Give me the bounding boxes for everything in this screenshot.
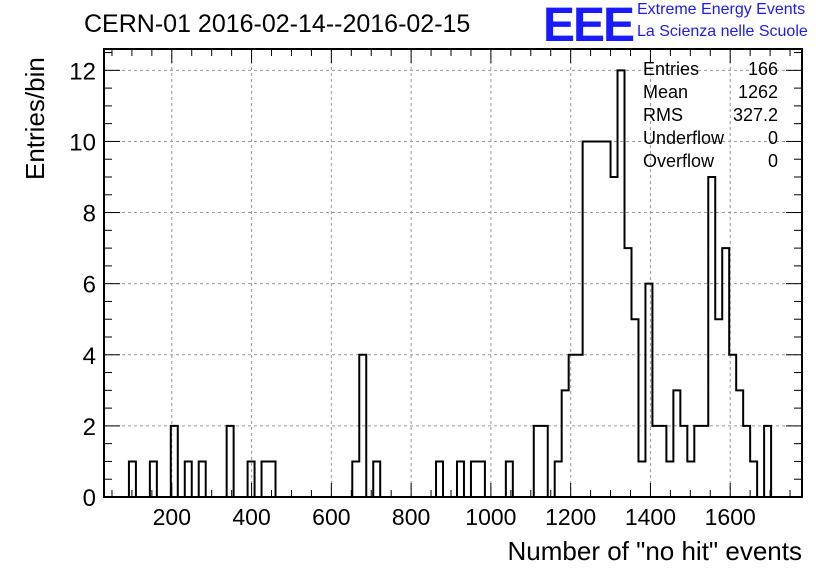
histogram-bin xyxy=(722,248,729,497)
stat-value-entries: 166 xyxy=(747,59,778,79)
stat-label-underflow: Underflow xyxy=(643,128,725,148)
histogram-bin xyxy=(611,177,618,497)
x-tick-label: 1400 xyxy=(625,504,676,530)
histogram-bin xyxy=(562,390,569,497)
y-axis-label: Entries/bin xyxy=(20,57,50,180)
x-tick-label: 1200 xyxy=(545,504,596,530)
histogram-bin xyxy=(604,141,611,497)
histogram-bin xyxy=(262,461,269,497)
eee-logo: EEE xyxy=(543,0,635,52)
histogram-bin xyxy=(185,461,192,497)
y-tick-label: 12 xyxy=(69,58,96,85)
histogram-bin xyxy=(227,426,234,497)
histogram-bin xyxy=(199,461,206,497)
logo-subtitle-2: La Scienza nelle Scuole xyxy=(637,23,808,40)
y-tick-label: 6 xyxy=(83,272,96,299)
chart-title: CERN-01 2016-02-14--2016-02-15 xyxy=(84,10,471,38)
y-tick-label: 4 xyxy=(83,343,96,370)
x-tick-label: 400 xyxy=(232,504,270,530)
stat-value-overflow: 0 xyxy=(767,151,778,171)
histogram-bin xyxy=(506,461,513,497)
x-tick-label: 1600 xyxy=(705,504,756,530)
histogram-bin xyxy=(590,141,597,497)
histogram-bin xyxy=(457,461,464,497)
y-tick-label: 10 xyxy=(69,129,96,156)
stat-label-overflow: Overflow xyxy=(643,151,715,171)
histogram-bin xyxy=(645,284,652,497)
stat-label-rms: RMS xyxy=(643,105,683,125)
histogram-outline xyxy=(127,69,773,497)
histogram-bin xyxy=(708,177,715,497)
logo-subtitle-1: Extreme Energy Events xyxy=(637,1,806,18)
x-tick-label: 200 xyxy=(153,504,191,530)
histogram-bin xyxy=(373,461,380,497)
x-axis-label: Number of "no hit" events xyxy=(507,536,803,566)
histogram-bin xyxy=(736,390,743,497)
histogram-bin xyxy=(555,461,562,497)
histogram-bin xyxy=(583,141,590,497)
histogram-bin xyxy=(764,426,771,497)
stat-value-underflow: 0 xyxy=(767,128,778,148)
histogram-bin xyxy=(659,426,666,497)
stat-value-rms: 327.2 xyxy=(732,105,778,125)
histogram-bin xyxy=(638,461,645,497)
histogram-bin xyxy=(150,461,157,497)
y-tick-label: 8 xyxy=(83,201,96,228)
histogram-bin xyxy=(534,426,541,497)
stat-label-mean: Mean xyxy=(643,82,689,102)
histogram-bin xyxy=(471,461,478,497)
histogram-bin xyxy=(541,426,548,497)
histogram-bin xyxy=(436,461,443,497)
histogram-bin xyxy=(715,319,722,497)
x-tick-label: 600 xyxy=(312,504,350,530)
histogram-bin xyxy=(673,390,680,497)
stat-label-entries: Entries xyxy=(643,59,700,79)
histogram-bin xyxy=(743,426,750,497)
histogram-bin xyxy=(478,461,485,497)
histogram-bin xyxy=(701,426,708,497)
x-tick-label: 800 xyxy=(392,504,430,530)
histogram-bin xyxy=(597,141,604,497)
y-tick-label: 2 xyxy=(83,414,96,441)
stat-value-mean: 1262 xyxy=(737,82,778,102)
x-tick-label: 1000 xyxy=(465,504,516,530)
y-tick-label: 0 xyxy=(83,485,96,512)
histogram-bin xyxy=(750,461,757,497)
histogram-bin xyxy=(352,461,359,497)
histogram-bin xyxy=(625,248,632,497)
plot-frame xyxy=(103,48,803,498)
histogram-bin xyxy=(694,426,701,497)
histogram-bin xyxy=(652,426,659,497)
histogram-bin xyxy=(680,426,687,497)
histogram-bin xyxy=(631,319,638,497)
